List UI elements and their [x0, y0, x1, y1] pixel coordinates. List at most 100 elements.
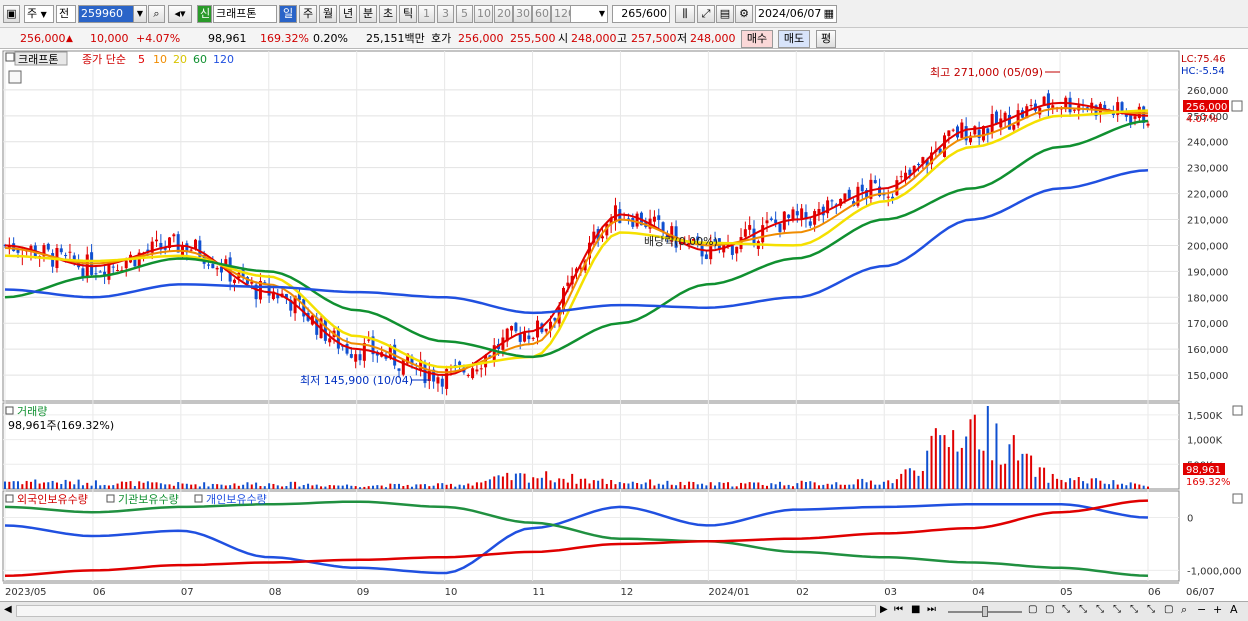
save-icon[interactable]: ▤	[716, 5, 734, 23]
period-button-6[interactable]: 틱	[399, 5, 417, 23]
volume-bar	[536, 478, 539, 489]
volume-bar	[956, 451, 959, 489]
candle-body	[172, 234, 176, 237]
window-icon[interactable]: ▣	[3, 5, 20, 23]
candle-body	[691, 238, 695, 243]
tool-icon-4[interactable]: ⤡	[1079, 604, 1087, 615]
period-button-2[interactable]: 월	[319, 5, 337, 23]
tool-icon-5[interactable]: ⤡	[1096, 604, 1104, 615]
tool-icon-7[interactable]: ⤡	[1130, 604, 1138, 615]
speaker-icon[interactable]: ◂▾	[168, 5, 192, 23]
code-input[interactable]: 259960	[78, 5, 134, 23]
sell-button[interactable]: 매도	[778, 30, 810, 48]
buy-button[interactable]: 매수	[741, 30, 773, 48]
period-button-5[interactable]: 초	[379, 5, 397, 23]
volume-bar	[679, 481, 682, 489]
flow-close-icon[interactable]	[1232, 493, 1243, 504]
candle-body	[250, 281, 254, 284]
stock-chart-svg[interactable]: 260,000 250,000 240,000 230,000 220,000 210,0…	[0, 49, 1248, 601]
period-button-3[interactable]: 년	[339, 5, 357, 23]
candle-body	[289, 299, 293, 311]
volume-close-icon[interactable]	[1232, 405, 1243, 416]
candle-body	[150, 241, 154, 253]
volume-bar	[42, 482, 45, 489]
current-price-tag: 256,000	[1186, 102, 1227, 113]
volume-bar	[397, 483, 400, 489]
scroll-right-icon[interactable]: ▶	[880, 604, 888, 615]
zoom-out-icon[interactable]: −	[1197, 603, 1207, 616]
candle-body	[657, 215, 661, 221]
period-button-1[interactable]: 주	[299, 5, 317, 23]
volume-bar	[488, 479, 491, 489]
candle-body	[159, 242, 163, 250]
individual-toggle-icon[interactable]	[194, 494, 203, 503]
candle-body	[904, 172, 908, 180]
custom-interval-select[interactable]: ▼	[570, 5, 608, 23]
chart-area[interactable]: 260,000 250,000 240,000 230,000 220,000 210,0…	[0, 49, 1248, 601]
count-field[interactable]: 265/600	[612, 5, 670, 23]
market-select[interactable]: 주 ▼	[24, 5, 54, 23]
last-page-icon[interactable]: ⏭	[927, 604, 936, 615]
volume-bar	[882, 481, 885, 489]
candle-body	[592, 231, 596, 243]
price-y-tick: 260,000	[1187, 86, 1228, 97]
interval-button-60[interactable]: 60	[532, 5, 551, 23]
period-button-0[interactable]: 일	[279, 5, 297, 23]
foreign-toggle-icon[interactable]	[5, 494, 14, 503]
candle-body	[423, 362, 427, 384]
eval-button[interactable]: 평	[816, 30, 836, 48]
interval-button-20[interactable]: 20	[494, 5, 513, 23]
date-field[interactable]: 2024/06/07 ▦	[755, 5, 837, 23]
scroll-track[interactable]	[16, 605, 876, 617]
first-page-icon[interactable]: ⏮	[894, 604, 903, 615]
prev-select[interactable]: 전	[56, 5, 76, 23]
candle-body	[419, 359, 423, 371]
stock-name-field[interactable]: 크래프톤	[213, 5, 277, 23]
volume-bar	[757, 482, 760, 489]
candle-body	[609, 218, 613, 225]
candle-body	[839, 198, 843, 206]
search-icon[interactable]: ⌕	[148, 5, 165, 23]
volume-bar	[436, 483, 439, 489]
volume-bar	[753, 482, 756, 489]
volume-bar	[1069, 478, 1072, 489]
code-dropdown-icon[interactable]: ▼	[133, 5, 147, 23]
volume-bar	[1138, 484, 1141, 489]
institution-toggle-icon[interactable]	[106, 494, 115, 503]
interval-button-5[interactable]: 5	[456, 5, 473, 23]
period-button-4[interactable]: 분	[359, 5, 377, 23]
tool-icon-1[interactable]: ▢	[1028, 604, 1038, 615]
flow-y-tick: -1,000,000	[1187, 566, 1242, 577]
volume-bar	[1090, 478, 1093, 489]
grid-toggle-icon[interactable]	[8, 70, 22, 84]
candle-body	[925, 160, 929, 167]
interval-button-30[interactable]: 30	[513, 5, 532, 23]
auto-scale-icon[interactable]: A	[1230, 603, 1238, 616]
ma-line-120	[4, 169, 1149, 315]
interval-button-10[interactable]: 10	[474, 5, 493, 23]
interval-button-1[interactable]: 1	[418, 5, 435, 23]
volume-bar	[1082, 481, 1085, 489]
interval-button-3[interactable]: 3	[437, 5, 454, 23]
zoom-in-icon[interactable]: +	[1213, 603, 1223, 616]
tool-icon-6[interactable]: ⤡	[1113, 604, 1121, 615]
tool-icon-8[interactable]: ⤡	[1147, 604, 1155, 615]
tool-icon-2[interactable]: ▢	[1045, 604, 1055, 615]
gear-icon[interactable]: ⚙	[735, 5, 753, 23]
price-y-tick: 190,000	[1187, 267, 1228, 278]
volume-toggle-icon[interactable]	[5, 406, 14, 415]
flow-line-2	[4, 499, 1149, 577]
panel-toggle-icon[interactable]	[5, 52, 15, 62]
compare-icon[interactable]: ⤢	[697, 5, 715, 23]
zoom-slider-handle[interactable]	[982, 606, 988, 617]
stop-icon[interactable]: ■	[911, 604, 921, 615]
volume-bar	[778, 481, 781, 489]
candle-body	[254, 284, 258, 300]
magnify-icon[interactable]: ⌕	[1181, 603, 1188, 616]
price-panel-menu-icon[interactable]	[1231, 100, 1243, 112]
tool-icon-3[interactable]: ⤡	[1062, 604, 1070, 615]
scroll-left-icon[interactable]: ◀	[4, 604, 12, 615]
chart-type-icon[interactable]: ⫼	[675, 5, 695, 23]
tool-icon-9[interactable]: ▢	[1164, 604, 1174, 615]
volume-bar	[138, 481, 141, 489]
